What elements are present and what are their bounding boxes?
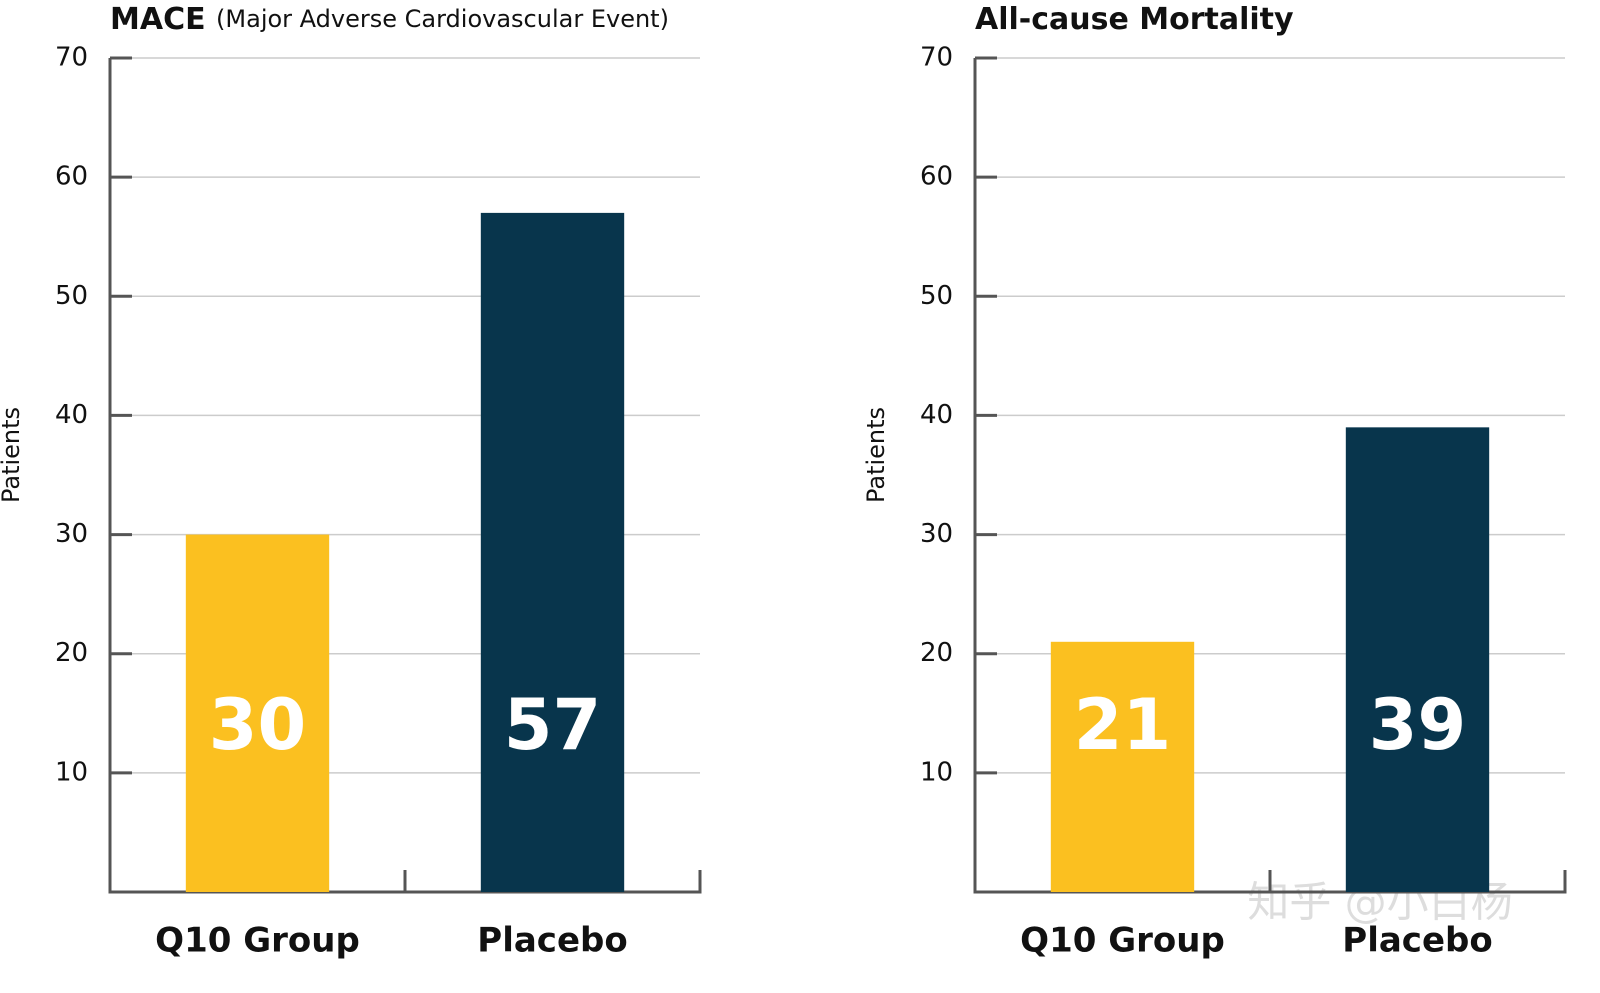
x-tick-label: Placebo [477,921,627,961]
bar [480,212,625,892]
y-tick-label: 30 [55,519,88,549]
bar [1345,427,1490,892]
chart-title: All-cause Mortality [975,2,1294,37]
title: MACE [110,2,206,37]
y-tick-label: 30 [920,519,953,549]
y-tick-label: 20 [920,638,953,668]
y-tick-label: 70 [920,43,953,73]
x-tick-label: Placebo [1342,921,1492,961]
y-tick-label: 10 [55,757,88,787]
data-label: 21 [1074,684,1171,766]
x-tick-label: Q10 Group [155,921,360,961]
y-axis-label: Patients [862,407,890,503]
y-tick-label: 40 [55,400,88,430]
y-tick-label: 50 [55,281,88,311]
data-label: 30 [209,684,306,766]
chart-title: MACE (Major Adverse Cardiovascular Event… [110,2,669,37]
y-tick-label: 70 [55,43,88,73]
data-label: 57 [504,684,601,766]
subtitle: (Major Adverse Cardiovascular Event) [216,5,669,33]
y-tick-label: 60 [55,162,88,192]
data-label: 39 [1369,684,1466,766]
x-tick-label: Q10 Group [1020,921,1225,961]
y-tick-label: 20 [55,638,88,668]
y-tick-label: 40 [920,400,953,430]
y-tick-label: 60 [920,162,953,192]
y-tick-label: 10 [920,757,953,787]
y-axis-label: Patients [0,407,25,503]
title: All-cause Mortality [975,2,1294,37]
bar [185,534,330,892]
y-tick-label: 50 [920,281,953,311]
bar [1050,641,1195,892]
